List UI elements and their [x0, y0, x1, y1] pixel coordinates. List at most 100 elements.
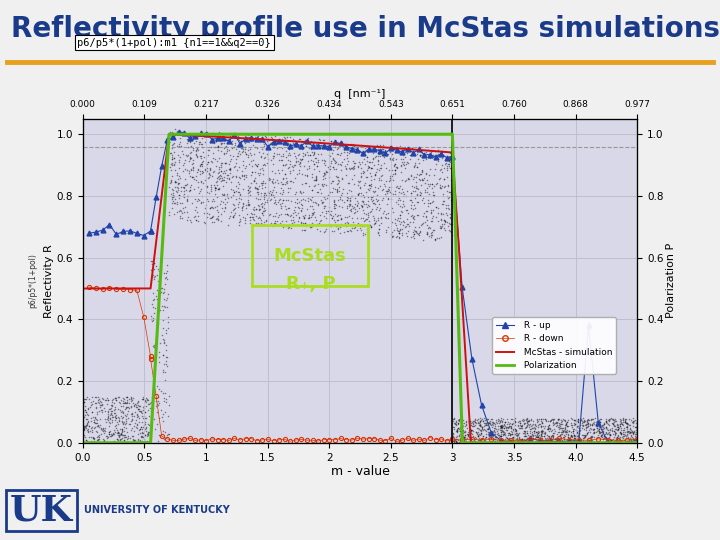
Point: [311, 161, 323, 170]
Point: [423, 153, 435, 161]
Point: [541, 437, 553, 445]
Point: [453, 431, 464, 440]
Point: [556, 426, 567, 434]
Point: [472, 431, 483, 440]
Point: [102, 406, 113, 415]
Point: [243, 184, 254, 192]
Point: [252, 219, 264, 227]
Point: [80, 422, 91, 430]
Point: [418, 176, 429, 185]
Point: [305, 150, 316, 159]
Point: [556, 416, 567, 425]
Point: [535, 423, 546, 431]
Point: [544, 421, 555, 430]
Point: [494, 418, 505, 427]
Point: [557, 424, 569, 433]
Point: [238, 199, 249, 207]
Point: [99, 415, 110, 423]
Point: [213, 184, 225, 192]
Point: [278, 174, 289, 183]
Point: [131, 411, 143, 420]
Point: [137, 433, 148, 441]
Point: [554, 423, 565, 431]
Point: [406, 144, 418, 153]
Point: [256, 208, 268, 217]
Point: [628, 435, 639, 443]
Point: [117, 418, 129, 427]
Point: [603, 433, 615, 441]
Point: [354, 184, 366, 192]
Point: [571, 433, 582, 442]
Point: [480, 420, 492, 428]
Point: [318, 179, 330, 188]
Point: [540, 434, 552, 443]
Point: [389, 161, 400, 170]
Point: [497, 420, 508, 429]
Point: [320, 208, 331, 217]
Point: [412, 190, 423, 199]
Point: [281, 195, 292, 204]
Point: [488, 419, 500, 428]
Point: [210, 162, 222, 171]
Point: [569, 420, 580, 428]
Point: [629, 417, 640, 426]
Point: [395, 214, 406, 222]
Point: [515, 422, 526, 430]
Point: [359, 179, 371, 187]
Point: [501, 423, 513, 431]
Point: [113, 431, 125, 440]
Point: [606, 436, 617, 444]
Point: [496, 417, 508, 426]
Point: [420, 207, 432, 215]
Point: [289, 206, 300, 215]
Point: [519, 427, 531, 436]
Point: [568, 434, 580, 443]
Point: [289, 152, 301, 160]
Point: [508, 433, 519, 441]
Point: [425, 179, 436, 188]
Point: [129, 419, 140, 428]
Point: [100, 431, 112, 440]
Point: [166, 148, 177, 157]
Point: [355, 173, 366, 181]
Point: [269, 212, 280, 221]
Point: [135, 407, 147, 416]
Point: [174, 133, 185, 142]
Point: [223, 174, 235, 183]
Point: [208, 167, 220, 176]
Point: [334, 186, 346, 195]
Point: [431, 203, 442, 212]
Point: [555, 416, 567, 425]
Point: [496, 422, 508, 430]
Point: [397, 188, 408, 197]
Point: [244, 215, 256, 224]
Point: [309, 180, 320, 189]
Point: [624, 428, 636, 436]
Point: [377, 150, 388, 159]
Point: [482, 418, 493, 427]
Point: [368, 154, 379, 163]
Point: [258, 204, 270, 212]
Point: [467, 431, 479, 440]
Point: [191, 152, 202, 160]
Point: [487, 421, 499, 430]
Point: [518, 418, 530, 427]
Point: [436, 147, 448, 156]
Point: [173, 207, 184, 215]
Point: [517, 429, 528, 437]
Point: [523, 430, 534, 439]
Point: [261, 198, 273, 206]
Point: [359, 217, 370, 225]
Point: [333, 202, 345, 211]
Point: [509, 417, 521, 426]
Point: [205, 186, 217, 195]
Point: [444, 212, 455, 221]
Point: [453, 430, 464, 439]
Point: [233, 135, 244, 144]
Point: [365, 223, 377, 232]
Point: [256, 189, 267, 198]
Point: [611, 433, 622, 441]
Point: [184, 153, 196, 161]
Point: [600, 430, 612, 438]
Point: [505, 429, 517, 438]
